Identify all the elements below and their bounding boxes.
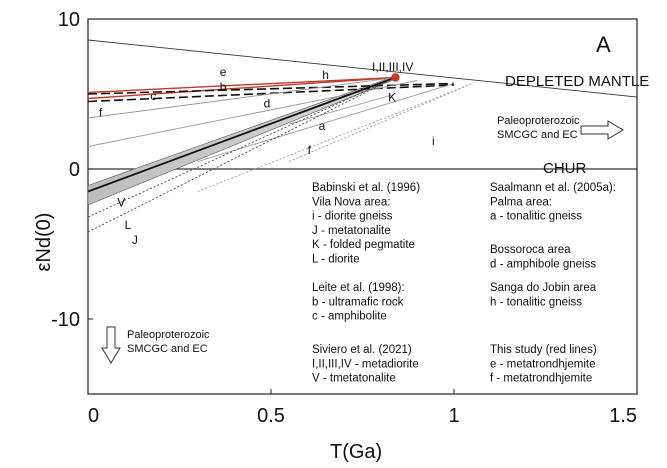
legend-block: This study (red lines) e - metatrondhjemi… xyxy=(490,344,597,385)
right-arrow-icon xyxy=(580,120,624,140)
annotation-paleo-left-1: Paleoproterozoic xyxy=(127,329,210,341)
series-label-h: h xyxy=(322,68,329,82)
series-label-c: c xyxy=(150,89,156,103)
series-line-f-saalmann xyxy=(197,83,473,192)
series-label-i: i xyxy=(432,134,435,148)
annotation-paleo-right-1: Paleoproterozoic xyxy=(497,115,580,127)
series-line-d xyxy=(87,80,418,147)
series-label-f-this-study: f xyxy=(99,106,103,120)
reference-lines xyxy=(87,39,638,170)
series-line-a xyxy=(197,83,455,162)
series-label-l: L xyxy=(125,218,132,232)
series-line-i xyxy=(289,83,473,162)
legend-line: Siviero et al. (2021) xyxy=(312,344,412,356)
series-line-k xyxy=(289,93,396,125)
legend-line: K - folded pegmatite xyxy=(312,239,415,251)
series-line-e xyxy=(87,76,396,94)
legend: Babinski et al. (1996) Vila Nova area: i -… xyxy=(312,182,616,385)
axis-ticks: 0 0.5 1 1.5 10 0 -10 xyxy=(51,9,638,427)
series-label-b: b xyxy=(220,80,227,94)
legend-block: Leite et al. (1998): b - ultramafic rock c… xyxy=(312,282,405,323)
legend-line: J - metatonalite xyxy=(312,225,391,237)
legend-line: I,II,III,IV - metadiorite xyxy=(312,358,419,370)
series-lines xyxy=(87,73,473,233)
series-label-v: V xyxy=(117,196,125,210)
series-labels: e h b c f d Ka i f VLJ xyxy=(99,65,435,247)
x-tick-label: 1 xyxy=(448,405,459,427)
legend-block: Bossoroca area d - amphibole gneiss xyxy=(490,244,596,270)
legend-line: d - amphibole gneiss xyxy=(490,258,596,270)
y-tick-label: 10 xyxy=(58,9,80,31)
y-axis-label: εNd(0) xyxy=(33,213,55,272)
legend-line: b - ultramafic rock xyxy=(312,296,404,308)
convergence-point xyxy=(391,73,400,82)
legend-line: h - tonalitic gneiss xyxy=(490,296,582,308)
x-axis-label: T(Ga) xyxy=(330,441,382,463)
legend-line: a - tonalitic gneiss xyxy=(490,211,582,223)
legend-line: e - metatrondhjemite xyxy=(490,358,595,370)
series-label-d: d xyxy=(264,97,271,111)
plot-area-frame xyxy=(87,18,638,395)
x-tick-label: 0.5 xyxy=(257,405,285,427)
legend-block: Sanga do Jobin area h - tonalitic gneiss xyxy=(490,282,597,308)
legend-line: c - amphibolite xyxy=(312,311,387,323)
series-label-k: K xyxy=(388,91,396,105)
legend-line: i - diorite gneiss xyxy=(312,211,393,223)
legend-line: V - tmetatonalite xyxy=(312,373,396,385)
series-label-a: a xyxy=(319,119,326,133)
series-line-j xyxy=(87,77,396,233)
legend-line: Vila Nova area: xyxy=(312,196,390,208)
panel-label: A xyxy=(596,32,611,57)
legend-line: Palma area: xyxy=(490,196,552,208)
legend-block: Saalmann et al. (2005a): Palma area: a - t… xyxy=(490,182,616,223)
series-line-v xyxy=(87,76,396,193)
legend-line: Leite et al. (1998): xyxy=(312,282,405,294)
depleted-mantle-label: DEPLETED MANTLE xyxy=(505,73,649,90)
legend-line: Sanga do Jobin area xyxy=(490,282,597,294)
x-tick-label: 1.5 xyxy=(609,405,637,427)
series-label-j: J xyxy=(132,233,138,247)
y-tick-label: 0 xyxy=(69,159,80,181)
legend-line: This study (red lines) xyxy=(490,344,597,356)
series-line-b xyxy=(87,82,455,95)
y-tick-label: -10 xyxy=(51,309,80,331)
chur-label: CHUR xyxy=(543,160,586,177)
legend-line: Saalmann et al. (2005a): xyxy=(490,182,616,194)
x-tick-label: 0 xyxy=(88,405,99,427)
series-label-f-saalmann: f xyxy=(308,143,312,157)
reference-line-depleted-mantle xyxy=(87,39,638,98)
legend-line: Bossoroca area xyxy=(490,244,571,256)
series-line-f-this-study xyxy=(87,77,396,119)
annotation-roman-numerals: I,II,III,IV xyxy=(372,60,413,74)
annotation-paleo-right-2: SMCGC and EC xyxy=(497,129,578,141)
legend-line: Babinski et al. (1996) xyxy=(312,182,420,194)
series-line-h xyxy=(87,76,396,100)
series-line-l xyxy=(87,77,396,218)
down-arrow-icon xyxy=(101,326,121,364)
legend-block: Babinski et al. (1996) Vila Nova area: i -… xyxy=(312,182,420,266)
series-line-c xyxy=(87,84,455,103)
annotation-paleo-left-2: SMCGC and EC xyxy=(127,343,208,355)
series-label-e: e xyxy=(220,65,227,79)
legend-line: L - diorite xyxy=(312,254,360,266)
legend-block: Siviero et al. (2021) I,II,III,IV - metad… xyxy=(312,344,419,385)
legend-line: f - metatrondhjemite xyxy=(490,373,592,385)
